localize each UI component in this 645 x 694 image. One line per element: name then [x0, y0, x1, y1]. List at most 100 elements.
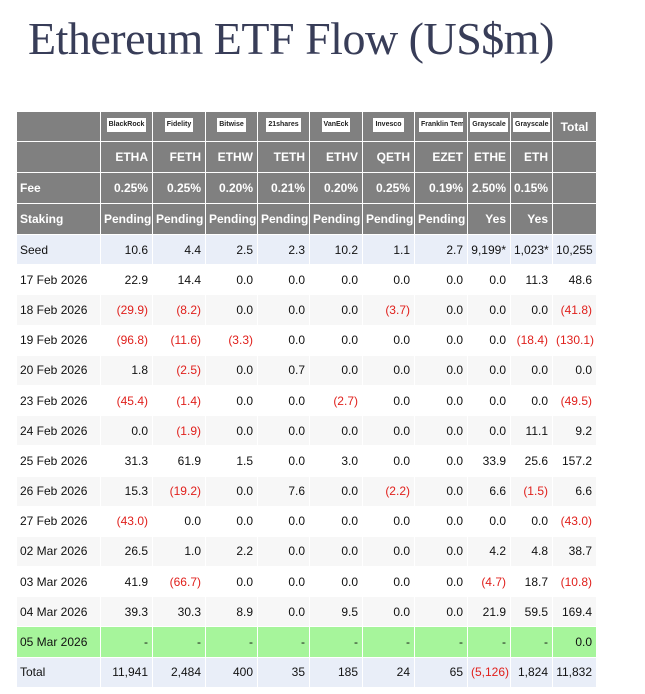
- flow-cell: 0.0: [414, 445, 468, 477]
- flow-cell: 31.3: [100, 445, 153, 477]
- flow-cell: 0.0: [414, 566, 468, 598]
- flow-cell: 4.8: [510, 535, 553, 568]
- flow-cell: 39.3: [100, 596, 153, 628]
- ticker: ETHE: [467, 141, 511, 173]
- flow-cell: (5,126): [467, 656, 511, 688]
- flow-cell: 9.5: [309, 596, 363, 628]
- flow-cell: (18.4): [510, 324, 553, 356]
- etf-flow-table: BlackRock Fidelity Bitwise 21shares VanEck In…: [16, 111, 597, 688]
- data-row: Seed 10.6 4.4 2.5 2.3 10.2 1.1 2.7 9,199* 1,023* 1…: [16, 233, 597, 266]
- flow-cell: (1.4): [152, 384, 206, 417]
- header-row: ETHA FETH ETHW TETH ETHV QETH EZET ETHE ETH: [16, 141, 597, 173]
- header-cell: [16, 141, 101, 173]
- flow-cell: 0.0: [205, 475, 258, 507]
- flow-cell: -: [309, 626, 363, 658]
- flow-cell: 26.5: [100, 535, 153, 568]
- flow-cell: 10.6: [100, 233, 153, 266]
- data-row: 19 Feb 2026 (96.8) (11.6) (3.3) 0.0 0.0 0.0 0.0…: [16, 324, 597, 356]
- data-row: 24 Feb 2026 0.0 (1.9) 0.0 0.0 0.0 0.0 0.0 0.0 11.…: [16, 415, 597, 447]
- header-cell: BlackRock: [100, 111, 153, 142]
- fee-cell: 0.25%: [152, 172, 206, 204]
- flow-cell: 157.2: [552, 445, 597, 477]
- flow-cell: 0.0: [510, 505, 553, 537]
- ticker: QETH: [362, 141, 415, 173]
- flow-cell: 1,023*: [510, 233, 553, 266]
- flow-cell: (1.5): [510, 475, 553, 507]
- flow-cell: (96.8): [100, 324, 153, 356]
- flow-cell: 0.0: [309, 354, 363, 386]
- flow-cell: 0.0: [362, 384, 415, 417]
- flow-cell: 9,199*: [467, 233, 511, 266]
- flow-cell: 0.0: [414, 354, 468, 386]
- data-row: Total 11,941 2,484 400 35 185 24 65 (5,126) 1,824…: [16, 656, 597, 688]
- flow-cell: 0.0: [510, 354, 553, 386]
- flow-cell: 0.0: [205, 294, 258, 326]
- ticker: ETHW: [205, 141, 258, 173]
- flow-cell: 0.0: [257, 596, 310, 628]
- header-cell: [552, 172, 597, 204]
- fee-cell: 2.50%: [467, 172, 511, 204]
- data-row: 20 Feb 2026 1.8 (2.5) 0.0 0.7 0.0 0.0 0.0 0.0 0.0…: [16, 354, 597, 386]
- flow-cell: 1.5: [205, 445, 258, 477]
- staking-row: Staking Pending Pending Pending Pending Pendi…: [16, 203, 597, 235]
- flow-cell: (3.7): [362, 294, 415, 326]
- header-row: BlackRock Fidelity Bitwise 21shares VanEck In…: [16, 111, 597, 142]
- flow-cell: 0.0: [205, 354, 258, 386]
- issuer-logo: Grayscale: [513, 118, 551, 132]
- flow-cell: 0.0: [467, 294, 511, 326]
- flow-cell: (66.7): [152, 566, 206, 598]
- flow-cell: 0.0: [257, 566, 310, 598]
- flow-cell: -: [152, 626, 206, 658]
- flow-cell: 11.3: [510, 264, 553, 296]
- flow-cell: (1.9): [152, 415, 206, 447]
- flow-cell: -: [467, 626, 511, 658]
- table-body: BlackRock Fidelity Bitwise 21shares VanEck In…: [16, 111, 597, 688]
- ticker: ETHV: [309, 141, 363, 173]
- row-label: 23 Feb 2026: [16, 384, 101, 417]
- flow-cell: 0.7: [257, 354, 310, 386]
- flow-cell: (11.6): [152, 324, 206, 356]
- fee-cell: 0.19%: [414, 172, 468, 204]
- ticker: FETH: [152, 141, 206, 173]
- flow-cell: (41.8): [552, 294, 597, 326]
- flow-cell: 0.0: [414, 475, 468, 507]
- data-row: 26 Feb 2026 15.3 (19.2) 0.0 7.6 0.0 (2.2) 0.0 6.…: [16, 475, 597, 507]
- flow-cell: 9.2: [552, 415, 597, 447]
- row-label: 18 Feb 2026: [16, 294, 101, 326]
- header-cell: [552, 203, 597, 235]
- staking-cell: Pending: [309, 203, 363, 235]
- flow-cell: 0.0: [362, 596, 415, 628]
- flow-cell: 6.6: [552, 475, 597, 507]
- row-label: 19 Feb 2026: [16, 324, 101, 356]
- fee-cell: 0.20%: [309, 172, 363, 204]
- flow-cell: 2,484: [152, 656, 206, 688]
- flow-cell: 6.6: [467, 475, 511, 507]
- flow-cell: 0.0: [414, 324, 468, 356]
- flow-cell: 0.0: [362, 445, 415, 477]
- ticker: TETH: [257, 141, 310, 173]
- flow-cell: 0.0: [362, 264, 415, 296]
- header-cell: [552, 141, 597, 173]
- flow-cell: 0.0: [467, 384, 511, 417]
- data-row: 05 Mar 2026- - - - - - - - -0.0: [16, 626, 597, 658]
- flow-cell: 0.0: [257, 324, 310, 356]
- flow-cell: -: [257, 626, 310, 658]
- flow-cell: (43.0): [100, 505, 153, 537]
- flow-cell: 0.0: [205, 415, 258, 447]
- flow-cell: 0.0: [510, 294, 553, 326]
- header-cell: Grayscale: [467, 111, 511, 142]
- flow-cell: 0.0: [205, 505, 258, 537]
- flow-cell: 0.0: [309, 535, 363, 568]
- row-label: Fee: [16, 172, 101, 204]
- flow-cell: 21.9: [467, 596, 511, 628]
- flow-cell: (29.9): [100, 294, 153, 326]
- row-label: Total: [16, 656, 101, 688]
- flow-cell: 400: [205, 656, 258, 688]
- data-row: 27 Feb 2026 (43.0) 0.0 0.0 0.0 0.0 0.0 0.0 0.0 0.…: [16, 505, 597, 537]
- flow-cell: 0.0: [362, 505, 415, 537]
- staking-cell: Pending: [205, 203, 258, 235]
- flow-cell: 1.1: [362, 233, 415, 266]
- flow-cell: (45.4): [100, 384, 153, 417]
- data-row: 17 Feb 2026 22.9 14.4 0.0 0.0 0.0 0.0 0.0 0.0 11.…: [16, 264, 597, 296]
